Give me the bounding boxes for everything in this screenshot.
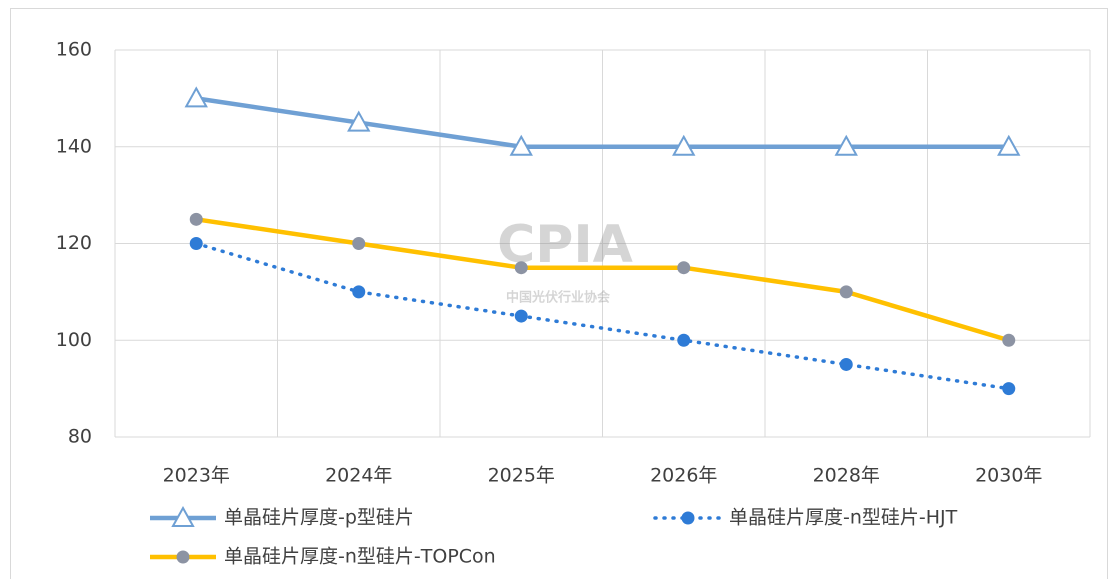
point-marker <box>184 86 208 108</box>
point-marker <box>834 134 858 156</box>
point-marker <box>352 237 366 250</box>
legend-label: 单晶硅片厚度-n型硅片-TOPCon <box>224 546 496 568</box>
series-line <box>195 217 1010 343</box>
x-tick-label: 2028年 <box>813 465 880 487</box>
point-marker <box>997 134 1021 156</box>
y-tick-label: 160 <box>56 39 92 61</box>
point-marker <box>1002 382 1016 396</box>
watermark-name: 中国光伏行业协会 <box>506 290 611 306</box>
point-marker <box>681 511 695 525</box>
point-marker <box>189 237 203 250</box>
point-marker <box>1002 333 1016 347</box>
series <box>189 212 1016 347</box>
point-marker <box>352 285 366 299</box>
point-marker <box>672 134 696 156</box>
x-tick-label: 2023年 <box>163 465 230 487</box>
point-marker <box>171 505 195 527</box>
point-marker <box>176 550 190 564</box>
legend-label: 单晶硅片厚度-n型硅片-HJT <box>729 507 958 529</box>
legend-label: 单晶硅片厚度-p型硅片 <box>224 507 414 529</box>
y-tick-label: 80 <box>68 426 92 448</box>
x-tick-label: 2024年 <box>325 465 392 487</box>
point-marker <box>189 212 203 226</box>
x-tick-label: 2026年 <box>650 465 717 487</box>
point-marker <box>347 110 371 132</box>
point-marker <box>514 309 528 323</box>
point-marker <box>677 261 691 275</box>
y-tick-label: 100 <box>56 329 92 351</box>
point-marker <box>514 261 528 275</box>
x-tick-label: 2030年 <box>975 465 1042 487</box>
point-marker <box>509 134 533 156</box>
x-tick-label: 2025年 <box>488 465 555 487</box>
y-tick-label: 120 <box>56 232 92 254</box>
series <box>189 237 1016 396</box>
series-line <box>194 241 1011 391</box>
point-marker <box>839 357 853 371</box>
point-marker <box>839 285 853 299</box>
point-marker <box>677 333 691 347</box>
series <box>184 86 1021 156</box>
y-tick-label: 140 <box>56 135 92 157</box>
series-line <box>195 96 1009 149</box>
